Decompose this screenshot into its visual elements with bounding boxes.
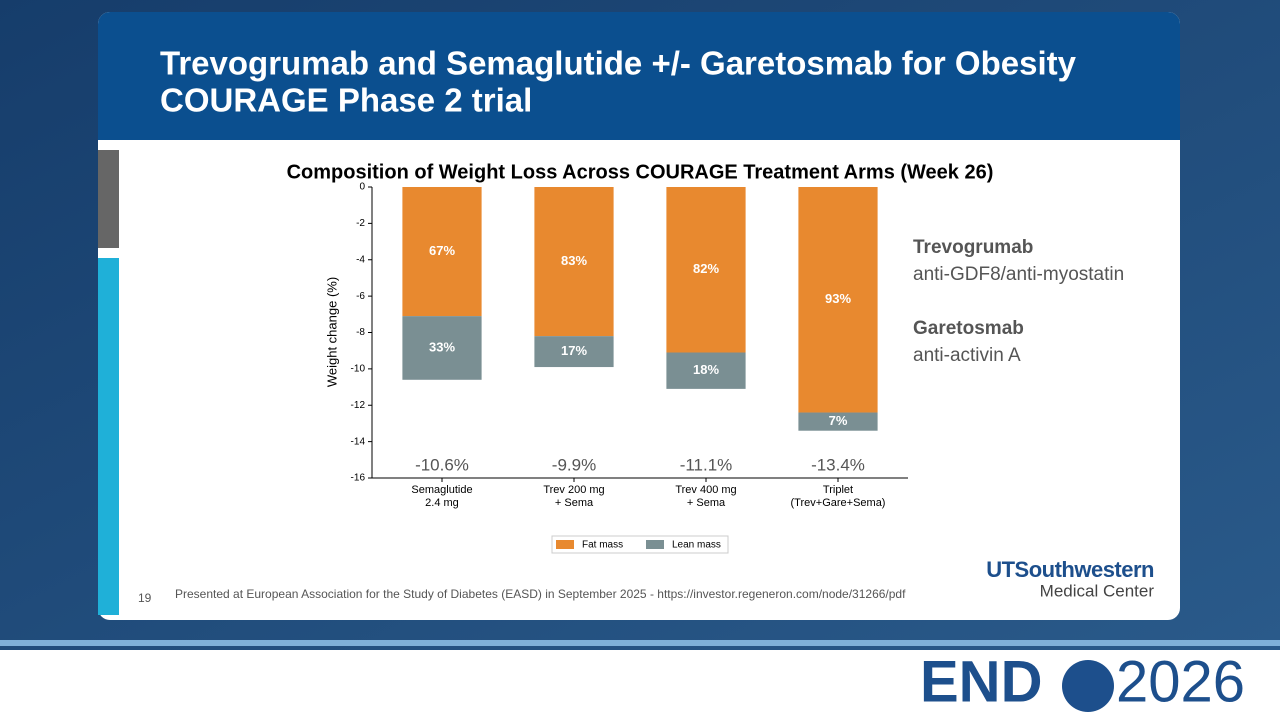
legend-label: Fat mass	[582, 540, 623, 551]
segment-label: 33%	[429, 339, 455, 354]
event-logo: END	[920, 649, 1042, 714]
y-tick-label: -12	[351, 400, 366, 411]
x-tick-label: + Sema	[687, 497, 726, 509]
slide-number: 19	[138, 591, 152, 605]
accent-cyan	[98, 258, 119, 615]
segment-label: 93%	[825, 291, 851, 306]
y-tick-label: -2	[356, 218, 365, 229]
citation: Presented at European Association for th…	[175, 587, 906, 601]
y-tick-label: -14	[351, 436, 366, 447]
event-logo: 2026	[1116, 649, 1245, 714]
event-logo-globe	[1062, 660, 1114, 712]
slide-title: COURAGE Phase 2 trial	[160, 82, 532, 119]
header-band	[98, 12, 1180, 140]
total-label: -10.6%	[415, 455, 469, 474]
x-tick-label: Trev 400 mg	[675, 484, 736, 496]
bar-segment	[666, 187, 746, 353]
bar-segment	[798, 412, 878, 431]
x-tick-label: Semaglutide	[411, 484, 472, 496]
bar-segment	[534, 336, 614, 368]
x-tick-label: + Sema	[555, 497, 594, 509]
x-tick-label: Trev 200 mg	[543, 484, 604, 496]
divider	[0, 640, 1280, 646]
legend-swatch	[556, 540, 574, 549]
accent-gray	[98, 150, 119, 248]
note-title: Trevogrumab	[913, 237, 1033, 258]
y-tick-label: -10	[351, 364, 366, 375]
bar-segment	[534, 187, 614, 337]
total-label: -13.4%	[811, 455, 865, 474]
bar-segment	[666, 352, 746, 389]
note-text: anti-activin A	[913, 345, 1021, 366]
segment-label: 18%	[693, 362, 719, 377]
y-tick-label: -8	[356, 327, 365, 338]
bar-segment	[402, 187, 482, 317]
y-tick-label: -4	[356, 254, 365, 265]
slide-panel	[98, 12, 1180, 620]
legend-swatch	[646, 540, 664, 549]
chart-title: Composition of Weight Loss Across COURAG…	[287, 161, 994, 183]
x-tick-label: Triplet	[823, 484, 853, 496]
x-tick-label: 2.4 mg	[425, 497, 459, 509]
y-tick-label: -6	[356, 291, 365, 302]
legend-box	[551, 535, 729, 554]
note-title: Garetosmab	[913, 318, 1024, 339]
total-label: -11.1%	[680, 455, 733, 474]
segment-label: 83%	[561, 253, 587, 268]
bar-segment	[798, 187, 878, 413]
slide-title: Trevogrumab and Semaglutide +/- Garetosm…	[160, 45, 1077, 82]
segment-label: 7%	[829, 413, 848, 428]
y-tick-label: -16	[351, 473, 366, 484]
total-label: -9.9%	[552, 455, 596, 474]
x-tick-label: (Trev+Gare+Sema)	[791, 497, 886, 509]
bar-segment	[402, 316, 482, 380]
segment-label: 67%	[429, 243, 455, 258]
y-axis-label: Weight change (%)	[324, 277, 339, 387]
logo: UTSouthwestern	[986, 557, 1154, 582]
logo: Medical Center	[1040, 581, 1155, 600]
segment-label: 82%	[693, 261, 719, 276]
legend-label: Lean mass	[672, 540, 721, 551]
note-text: anti-GDF8/anti-myostatin	[913, 264, 1124, 285]
y-tick-label: 0	[359, 182, 365, 193]
segment-label: 17%	[561, 343, 587, 358]
